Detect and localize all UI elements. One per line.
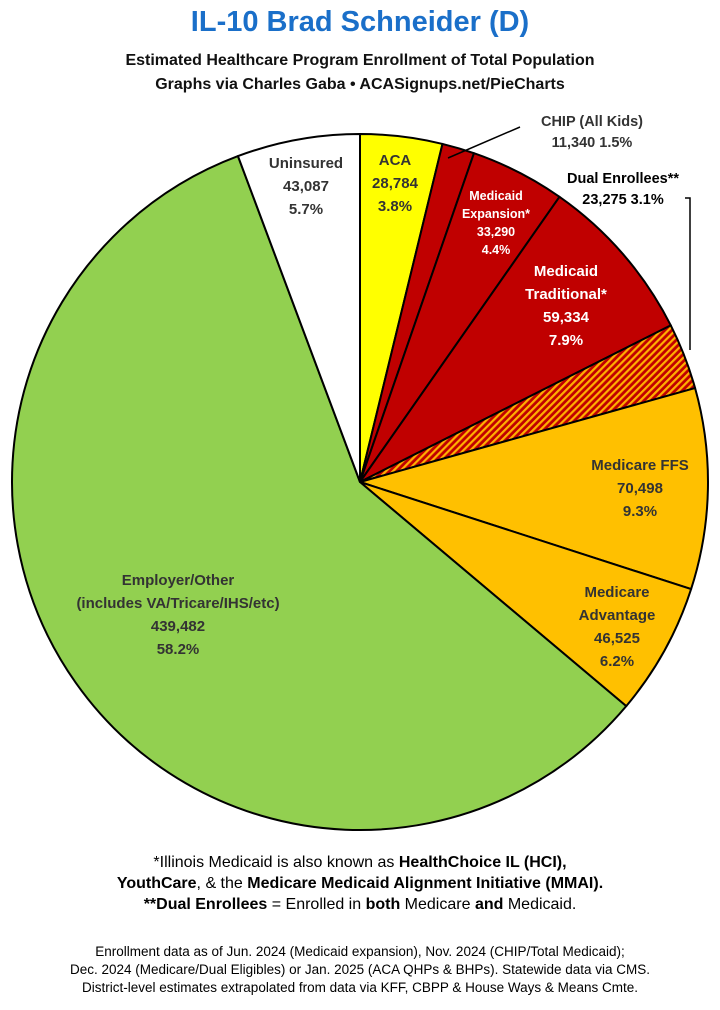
pie-slice-medicare-ffs <box>359 387 709 591</box>
slice-label-line: 3.8% <box>378 198 412 215</box>
slice-label-line: Medicaid <box>534 263 598 280</box>
slice-label-line: 5.7% <box>289 201 323 218</box>
slice-label-line: Medicaid <box>469 189 523 203</box>
slice-label-line: Medicare <box>584 584 649 601</box>
slice-label-medicaid-expansion: Medicaid Expansion* 33,290 4.4% <box>462 189 530 257</box>
footnote-dual: **Dual Enrollees = Enrolled in both Medi… <box>143 896 577 913</box>
chart-title: IL-10 Brad Schneider (D) <box>190 6 530 38</box>
slice-label-line: CHIP (All Kids) <box>541 114 643 130</box>
slice-label-line: 6.2% <box>600 653 634 670</box>
footnotes: *Illinois Medicaid is also known as Heal… <box>0 852 720 915</box>
slice-label-line: 28,784 <box>372 175 419 192</box>
slice-label-line: 4.4% <box>482 243 511 257</box>
slice-label-line: 33,290 <box>477 225 515 239</box>
slice-label-medicare-ffs: Medicare FFS 70,498 9.3% <box>591 457 689 520</box>
slice-label-line: Dual Enrollees** <box>567 171 679 187</box>
slice-label-line: 11,340 1.5% <box>552 135 633 151</box>
pie-slice-medicaid-traditional <box>359 195 672 483</box>
slice-label-line: Employer/Other <box>122 572 235 589</box>
pie-slice-uninsured <box>236 133 361 483</box>
slice-label-line: 23,275 3.1% <box>582 192 664 208</box>
slice-label-employer-other: Employer/Other (includes VA/Tricare/IHS/e… <box>76 572 279 658</box>
slice-label-chip: CHIP (All Kids) 11,340 1.5% <box>541 114 643 151</box>
pie-slice-employer-other <box>11 155 628 831</box>
pie-chart: ACA 28,784 3.8% CHIP (All Kids) 11,340 1.5% M… <box>11 114 709 831</box>
slice-label-dual-enrollees: Dual Enrollees** 23,275 3.1% <box>567 171 679 208</box>
slice-label-line: Traditional* <box>525 286 607 303</box>
source-line-2: Dec. 2024 (Medicare/Dual Eligibles) or J… <box>70 962 650 977</box>
slice-label-aca: ACA 28,784 3.8% <box>372 152 419 215</box>
slice-label-line: 58.2% <box>157 641 200 658</box>
slice-label-line: Expansion* <box>462 207 530 221</box>
chart-subtitle: Estimated Healthcare Program Enrollment … <box>125 52 595 69</box>
source-line-3: District-level estimates extrapolated fr… <box>82 980 638 995</box>
slice-label-line: (includes VA/Tricare/IHS/etc) <box>76 595 279 612</box>
slice-label-line: Uninsured <box>269 155 343 172</box>
leader-line-chip <box>447 126 521 159</box>
slice-label-line: 46,525 <box>594 630 640 647</box>
slice-label-medicaid-traditional: Medicaid Traditional* 59,334 7.9% <box>525 263 607 349</box>
footnote-medicaid-cont: YouthCare, & the Medicare Medicaid Align… <box>116 875 604 892</box>
footnote-medicaid: *Illinois Medicaid is also known as Heal… <box>153 854 567 871</box>
slice-label-line: 9.3% <box>623 503 657 520</box>
slice-label-line: Medicare FFS <box>591 457 689 474</box>
slice-label-medicare-advantage: Medicare Advantage 46,525 6.2% <box>579 584 656 670</box>
slice-label-line: 439,482 <box>151 618 205 635</box>
pie-slice-medicare-advantage <box>359 481 693 708</box>
slice-label-line: Advantage <box>579 607 656 624</box>
chart-credit: Graphs via Charles Gaba • ACASignups.net… <box>155 76 565 93</box>
slice-label-line: 7.9% <box>549 332 583 349</box>
leader-line-dual-enrollees <box>685 197 691 350</box>
slice-label-uninsured: Uninsured 43,087 5.7% <box>269 155 343 218</box>
source-note: Enrollment data as of Jun. 2024 (Medicai… <box>0 943 720 997</box>
source-line-1: Enrollment data as of Jun. 2024 (Medicai… <box>95 944 625 959</box>
slice-label-line: ACA <box>379 152 412 169</box>
slice-label-line: 43,087 <box>283 178 329 195</box>
slice-label-line: 59,334 <box>543 309 590 326</box>
slice-label-line: 70,498 <box>617 480 663 497</box>
